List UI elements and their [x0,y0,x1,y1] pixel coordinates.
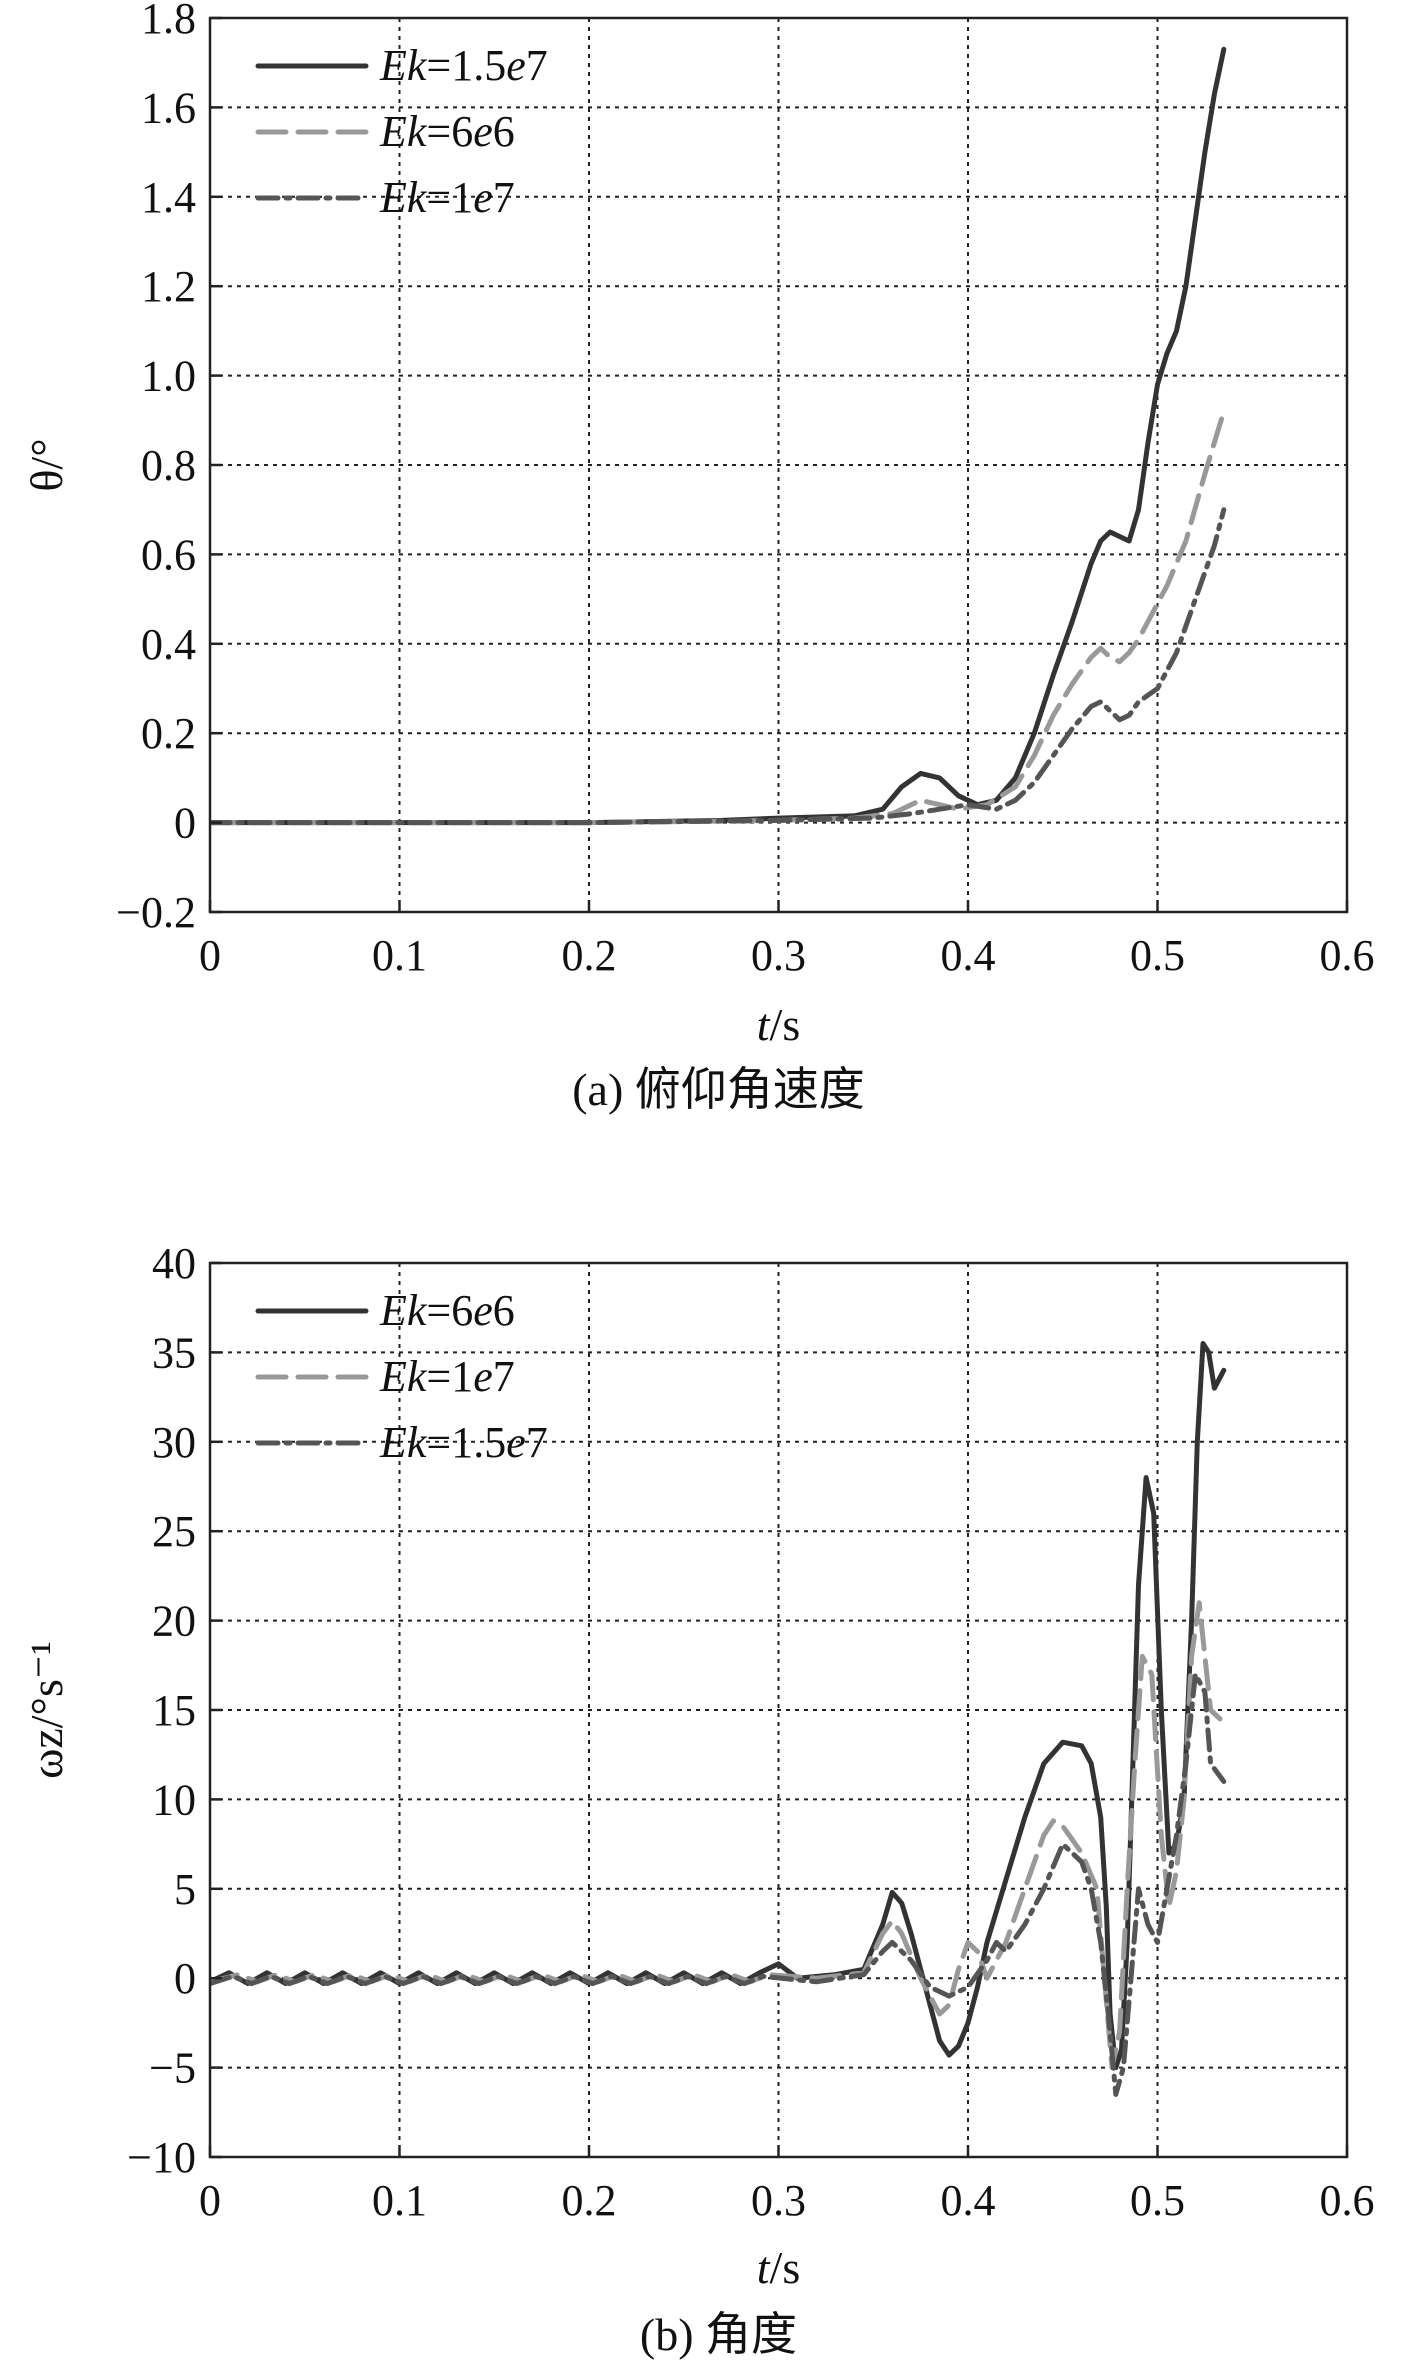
chart-a-xtick-label-0: 0 [199,931,221,980]
chart-a-ytick-label-7: 1.2 [141,262,196,311]
chart-b-ytick-label-8: 30 [152,1418,196,1467]
chart-b-series-1 [210,1600,1223,2071]
chart-a-xtick-label-6: 0.6 [1320,931,1375,980]
chart-a-xlabel: t/s [757,999,800,1050]
chart-a-theta: 0 0.1 0.2 0.3 0.4 0.5 0.6−0.200.20.40.60.81.01… [21,0,1375,1115]
chart-a-ytick-label-0: −0.2 [116,888,196,937]
chart-b-caption: (b) 角度 [640,2309,797,2360]
chart-b-xtick-label-5: 0.5 [1130,2176,1185,2225]
chart-a-series-group [210,46,1227,826]
chart-a-ytick-label-5: 0.8 [141,441,196,490]
chart-b-ytick-label-2: 0 [174,1954,196,2003]
chart-a-ylabel: θ/° [21,438,72,491]
chart-a-ytick-label-10: 1.8 [141,0,196,43]
chart-a-xtick-label-4: 0.4 [941,931,996,980]
chart-a-series-0 [210,46,1227,826]
chart-b-omega: 0 0.1 0.2 0.3 0.4 0.5 0.6 −10 −5 0 5 10 15 20 25 30 35 40… [21,1239,1375,2360]
chart-b-ytick-label-6: 20 [152,1597,196,1646]
chart-b-xtick-label-6: 0.6 [1320,2176,1375,2225]
chart-b-series-2 [210,1671,1227,2097]
chart-b-ytick-label-0: −10 [127,2133,196,2182]
chart-a-legend-label-0: Ek=1.5e7 [379,41,548,90]
chart-b-series-group [210,1341,1227,2097]
chart-b-xtick-label-1: 0.1 [372,2176,427,2225]
chart-b-series-0 [210,1341,1227,2071]
chart-b-ytick-label-5: 15 [152,1686,196,1735]
chart-b-xtick-label-0: 0 [199,2176,221,2225]
chart-a-ytick-label-4: 0.6 [141,530,196,579]
chart-a-legend-label-2: Ek=1e7 [379,173,515,222]
chart-a-xtick-label-1: 0.1 [372,931,427,980]
chart-a-caption: (a) 俯仰角速度 [572,1064,865,1115]
chart-b-ylabel: ωz/°s⁻¹ [21,1641,72,1779]
chart-b-xtick-label-4: 0.4 [941,2176,996,2225]
chart-b-legend-label-1: Ek=1e7 [379,1352,515,1401]
chart-b-legend-label-2: Ek=1.5e7 [379,1418,548,1467]
chart-a-ytick-label-3: 0.4 [141,620,196,669]
chart-b-xtick-label-2: 0.2 [562,2176,617,2225]
chart-b-xlabel: t/s [757,2242,800,2293]
chart-a-legend-label-1: Ek=6e6 [379,107,515,156]
chart-b-ytick-label-7: 25 [152,1507,196,1556]
chart-b-legend-label-0: Ek=6e6 [379,1286,515,1335]
chart-b-xtick-label-3: 0.3 [751,2176,806,2225]
chart-a-ytick-label-8: 1.4 [141,173,196,222]
chart-a-ytick-label-2: 0.2 [141,709,196,758]
chart-b-ytick-label-3: 5 [174,1865,196,1914]
chart-a-xtick-label-5: 0.5 [1130,931,1185,980]
chart-b-ytick-label-1: −5 [149,2044,196,2093]
chart-b-ytick-label-4: 10 [152,1775,196,1824]
chart-b-ytick-label-10: 40 [152,1239,196,1288]
chart-a-series-2 [210,507,1227,826]
chart-a-xtick-label-3: 0.3 [751,931,806,980]
chart-b-ytick-label-9: 35 [152,1328,196,1377]
chart-a-xtick-label-2: 0.2 [562,931,617,980]
chart-a-ytick-label-9: 1.6 [141,83,196,132]
chart-a-ytick-label-1: 0 [174,799,196,848]
chart-a-ytick-label-6: 1.0 [141,352,196,401]
